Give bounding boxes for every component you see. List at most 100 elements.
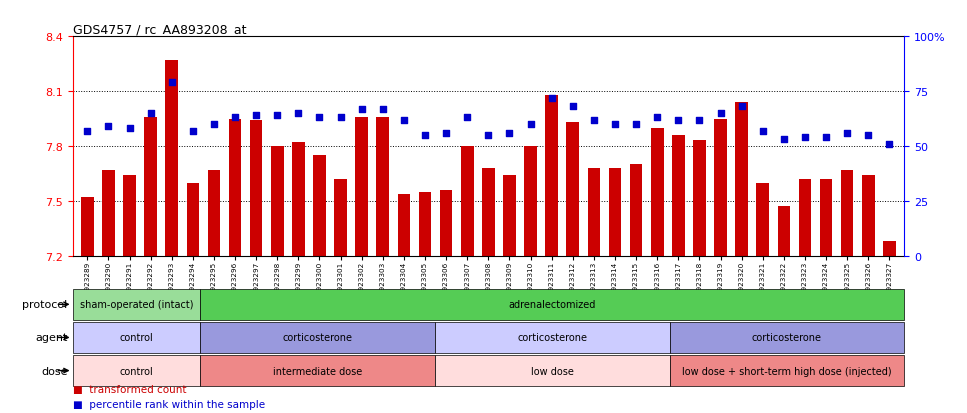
Bar xyxy=(799,180,811,413)
Bar xyxy=(81,198,94,413)
Text: GDS4757 / rc_AA893208_at: GDS4757 / rc_AA893208_at xyxy=(73,23,246,36)
Bar xyxy=(503,176,515,413)
Point xyxy=(523,121,539,128)
Bar xyxy=(524,147,537,413)
Bar xyxy=(435,322,669,353)
Point xyxy=(543,95,559,102)
Point xyxy=(375,106,391,113)
Bar xyxy=(883,242,895,413)
Point xyxy=(607,121,623,128)
Bar xyxy=(651,128,663,413)
Bar xyxy=(440,190,453,413)
Bar xyxy=(715,119,727,413)
Bar xyxy=(482,169,495,413)
Bar xyxy=(669,322,904,353)
Bar xyxy=(73,322,200,353)
Bar xyxy=(335,180,347,413)
Text: corticosterone: corticosterone xyxy=(517,332,587,343)
Bar xyxy=(545,95,558,413)
Bar xyxy=(588,169,601,413)
Point xyxy=(396,117,412,123)
Bar xyxy=(355,117,368,413)
Point xyxy=(755,128,771,135)
Point xyxy=(333,115,348,121)
Text: control: control xyxy=(120,366,154,376)
Point xyxy=(839,130,855,137)
Bar xyxy=(208,170,220,413)
Bar xyxy=(103,170,115,413)
Point xyxy=(270,113,285,119)
Text: ■  transformed count: ■ transformed count xyxy=(73,385,186,394)
Bar xyxy=(777,207,790,413)
Point xyxy=(227,115,243,121)
Bar xyxy=(735,103,747,413)
Text: low dose + short-term high dose (injected): low dose + short-term high dose (injecte… xyxy=(682,366,892,376)
Text: agent: agent xyxy=(36,332,68,343)
Point xyxy=(861,133,876,139)
Bar xyxy=(313,156,326,413)
Bar xyxy=(841,170,854,413)
Text: corticosterone: corticosterone xyxy=(282,332,353,343)
Bar xyxy=(292,143,305,413)
Bar xyxy=(200,355,435,386)
Bar xyxy=(271,147,283,413)
Bar xyxy=(165,61,178,413)
Bar xyxy=(187,183,199,413)
Point xyxy=(818,135,834,141)
Point xyxy=(185,128,200,135)
Point xyxy=(249,113,264,119)
Point xyxy=(670,117,686,123)
Point xyxy=(459,115,475,121)
Text: low dose: low dose xyxy=(531,366,573,376)
Bar xyxy=(669,355,904,386)
Bar xyxy=(249,121,262,413)
Bar xyxy=(630,165,642,413)
Bar xyxy=(419,192,431,413)
Bar xyxy=(608,169,622,413)
Point xyxy=(797,135,812,141)
Bar xyxy=(567,123,579,413)
Text: adrenalectomized: adrenalectomized xyxy=(509,299,596,310)
Text: ■  percentile rank within the sample: ■ percentile rank within the sample xyxy=(73,399,265,409)
Bar xyxy=(73,355,200,386)
Bar xyxy=(200,289,904,320)
Bar xyxy=(73,289,200,320)
Bar xyxy=(693,141,706,413)
Point xyxy=(629,121,644,128)
Point xyxy=(586,117,601,123)
Point xyxy=(143,111,159,117)
Point xyxy=(311,115,327,121)
Point xyxy=(291,111,307,117)
Bar xyxy=(756,183,769,413)
Point xyxy=(164,80,180,86)
Point xyxy=(438,130,454,137)
Point xyxy=(418,133,433,139)
Bar xyxy=(229,119,242,413)
Point xyxy=(354,106,369,113)
Bar xyxy=(200,322,435,353)
Point xyxy=(206,121,221,128)
Point xyxy=(882,141,897,148)
Point xyxy=(650,115,665,121)
Text: control: control xyxy=(120,332,154,343)
Point xyxy=(101,123,116,130)
Point xyxy=(502,130,517,137)
Point xyxy=(565,104,580,111)
Bar xyxy=(376,117,389,413)
Point xyxy=(481,133,496,139)
Bar xyxy=(820,180,833,413)
Text: intermediate dose: intermediate dose xyxy=(273,366,363,376)
Bar xyxy=(435,355,669,386)
Text: protocol: protocol xyxy=(22,299,68,310)
Point xyxy=(734,104,749,111)
Bar xyxy=(123,176,135,413)
Bar xyxy=(461,147,474,413)
Bar xyxy=(862,176,874,413)
Point xyxy=(777,137,792,143)
Point xyxy=(691,117,707,123)
Point xyxy=(713,111,728,117)
Bar xyxy=(144,117,157,413)
Bar xyxy=(397,194,410,413)
Text: corticosterone: corticosterone xyxy=(752,332,822,343)
Point xyxy=(79,128,95,135)
